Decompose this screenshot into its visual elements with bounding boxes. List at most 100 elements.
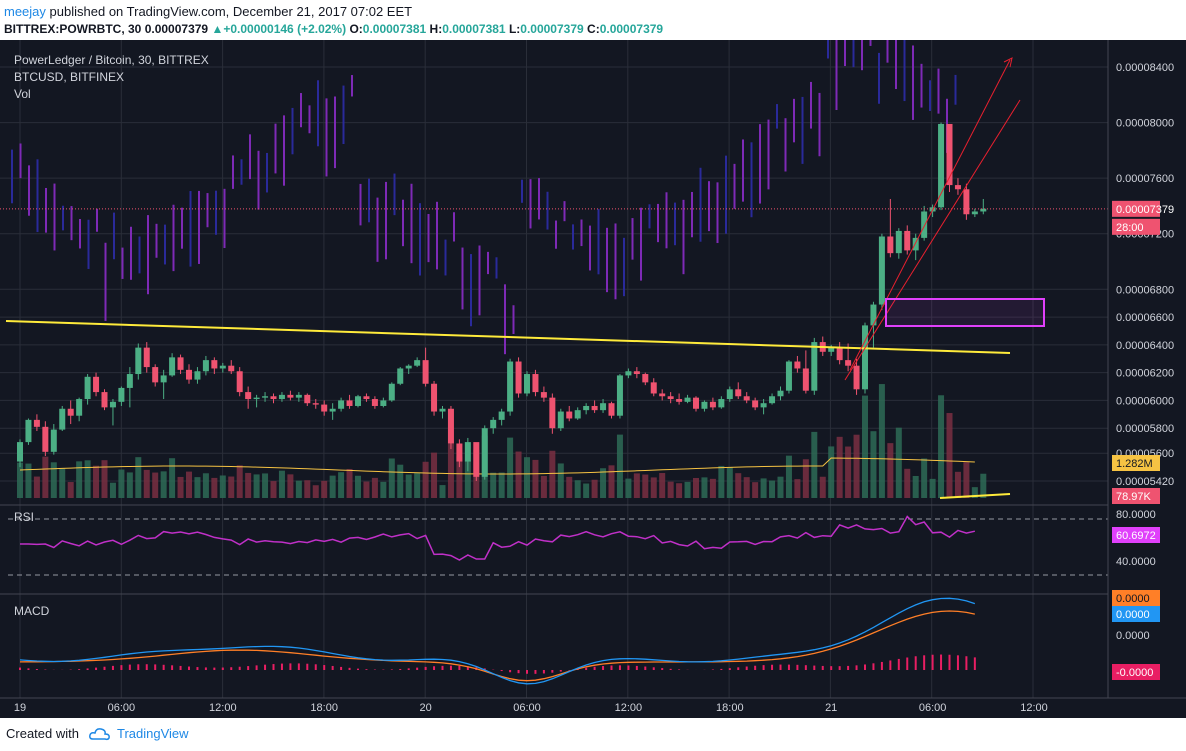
- legend-rsi: RSI: [14, 510, 34, 524]
- arrow-head-icon: [1003, 57, 1013, 68]
- candle-body: [540, 392, 547, 398]
- candle-body: [625, 371, 632, 376]
- volume-bar: [262, 473, 269, 498]
- volume-bar: [186, 471, 192, 498]
- candle-body: [346, 400, 353, 406]
- tradingview-brand-link[interactable]: TradingView: [116, 726, 189, 741]
- volume-bar: [245, 472, 252, 498]
- volume-bar: [650, 477, 657, 498]
- candle-body: [549, 397, 556, 429]
- volume-bar: [566, 476, 573, 498]
- volume-bar: [253, 474, 260, 498]
- volume-bar: [625, 478, 632, 498]
- created-with-text: Created with: [6, 726, 79, 741]
- low-value: 0.00007379: [520, 22, 584, 36]
- volume-bar: [363, 481, 370, 498]
- volume-bar: [777, 476, 784, 498]
- author-name[interactable]: meejay: [4, 4, 46, 19]
- volume-bar: [447, 443, 454, 498]
- volume-bar: [845, 446, 852, 498]
- volume-bar: [405, 474, 412, 498]
- price-chart[interactable]: 0.000084000.000080000.000076000.00007200…: [0, 40, 1186, 718]
- volume-bar: [752, 482, 759, 498]
- volume-bar: [270, 481, 277, 498]
- volume-bar: [380, 481, 387, 498]
- drawings[interactable]: [5, 57, 1045, 499]
- volume-bar: [236, 465, 243, 498]
- time-tick-label: 06:00: [108, 702, 136, 714]
- candle-body: [583, 405, 590, 411]
- candle-body: [464, 442, 471, 462]
- candle-body: [971, 211, 978, 215]
- close-value: 0.00007379: [599, 22, 664, 36]
- candle-body: [676, 399, 683, 402]
- volume-bar: [954, 471, 961, 498]
- candle-body: [701, 401, 708, 409]
- volume-badge: 78.97K: [1116, 491, 1152, 503]
- candle-body: [870, 304, 877, 326]
- macd-value-badge: 0.0000: [1116, 609, 1150, 621]
- candle-body: [524, 374, 530, 394]
- candle-body: [338, 400, 345, 409]
- volume-bar: [101, 460, 108, 498]
- footer: Created with TradingView: [6, 726, 189, 741]
- candle-body: [836, 347, 843, 361]
- candle-body: [321, 404, 328, 412]
- low-label: L:: [508, 22, 521, 36]
- volume-ma-badge: 1.282M: [1116, 458, 1153, 470]
- volume-bar: [557, 463, 564, 498]
- volume-bar: [718, 465, 725, 498]
- volume-bar: [912, 475, 919, 498]
- legend-macd: MACD: [14, 604, 50, 618]
- volume-bar: [735, 473, 742, 498]
- volume-bar: [50, 462, 57, 498]
- chart-area[interactable]: 0.000084000.000080000.000076000.00007200…: [0, 40, 1186, 718]
- highlight-box: [885, 298, 1045, 327]
- legend-vol: Vol: [14, 87, 31, 101]
- volume-bar: [608, 465, 615, 498]
- volume-bar: [591, 479, 598, 498]
- volume-bar: [549, 450, 556, 498]
- legend-main: PowerLedger / Bitcoin, 30, BITTREX: [14, 53, 209, 67]
- volume-bar: [498, 472, 505, 498]
- candle-body: [946, 123, 953, 186]
- candle-body: [980, 208, 987, 212]
- volume-bar: [802, 459, 809, 498]
- volume-badge-bg: [1112, 488, 1160, 504]
- volume-bar: [414, 473, 421, 498]
- candle-body: [693, 397, 699, 409]
- candle-body: [498, 411, 505, 420]
- volume-bar: [785, 455, 792, 498]
- candle-body: [845, 360, 852, 366]
- candle-body: [101, 392, 108, 408]
- volume-bar: [278, 470, 285, 498]
- volume-bar: [600, 468, 607, 498]
- volume-bar: [152, 472, 159, 498]
- candle-body: [642, 374, 649, 383]
- volume-bar: [143, 469, 150, 498]
- volume-bar: [67, 482, 74, 498]
- volume-bar: [329, 475, 336, 498]
- volume-bar: [312, 485, 319, 498]
- candle-body: [329, 408, 336, 412]
- volume-bar: [693, 477, 699, 498]
- candle-body: [397, 368, 404, 384]
- rsi-tick-label: 40.0000: [1116, 556, 1156, 568]
- candle-body: [388, 383, 395, 401]
- volume-bar: [811, 431, 818, 498]
- candle-body: [67, 408, 74, 416]
- volume-bars: [17, 384, 987, 498]
- time-tick-label: 06:00: [513, 702, 541, 714]
- volume-bar: [194, 477, 201, 498]
- volume-bar: [126, 472, 133, 498]
- volume-bar: [870, 431, 877, 498]
- volume-bar: [169, 458, 176, 498]
- volume-bar: [709, 478, 716, 498]
- high-label: H:: [429, 22, 443, 36]
- candle-body: [177, 357, 184, 370]
- candle-body: [954, 185, 961, 190]
- volume-bar: [794, 479, 801, 498]
- candle-body: [769, 396, 776, 404]
- volume-bar: [938, 395, 945, 498]
- volume-bar: [946, 413, 953, 498]
